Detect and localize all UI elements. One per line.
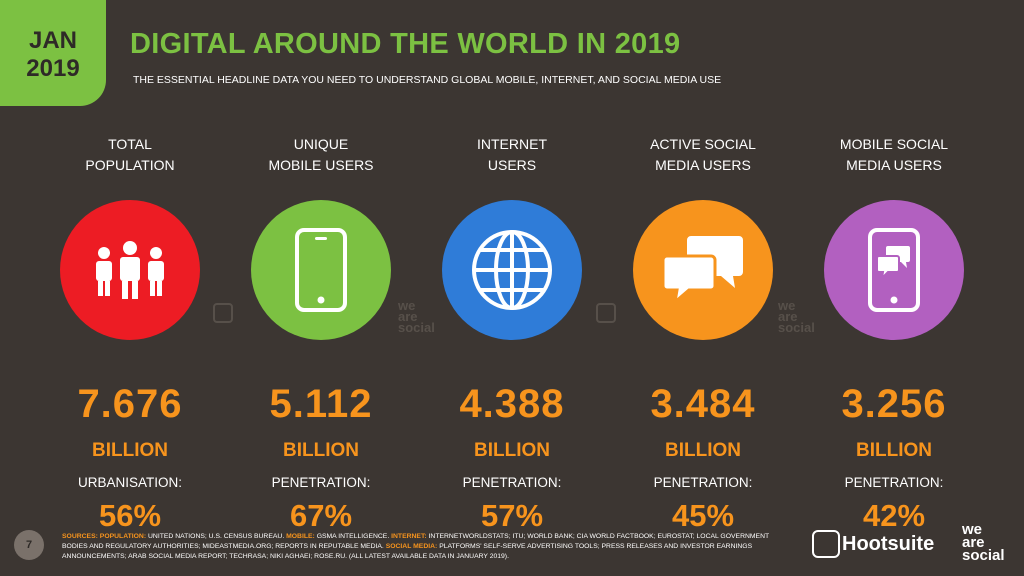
chat-bubbles-icon [633,200,773,340]
stat-label-line1: ACTIVE SOCIAL [650,136,756,152]
badge-month: JAN [28,27,77,54]
population-source-label: POPULATION: [99,533,147,540]
we-are-social-watermark: we are social [398,298,435,335]
watermark-line2: are [778,309,798,324]
stat-card-social-media-users: ACTIVE SOCIAL MEDIA USERS 3.484 BILLION … [611,130,795,533]
watermark-line1: we [398,298,416,313]
stat-percent: 45% [671,498,735,533]
page-subtitle: THE ESSENTIAL HEADLINE DATA YOU NEED TO … [133,74,722,86]
stat-label: ACTIVE SOCIAL MEDIA USERS [611,130,795,178]
logo-line2: are [962,534,985,551]
stat-unit: BILLION [92,440,168,461]
stat-label: INTERNET USERS [420,130,604,178]
stat-value: 3.484 [650,382,756,426]
watermark-line3: social [778,320,815,335]
date-badge: JAN 2019 [0,0,106,106]
logo-line3: social [962,547,1005,564]
stat-label-line1: TOTAL [108,136,152,152]
stat-label: TOTAL POPULATION [38,130,222,178]
stat-label-line1: MOBILE SOCIAL [839,136,949,152]
stat-percent: 57% [480,498,544,533]
stat-unit: BILLION [283,440,359,461]
stat-label-line2: USERS [487,157,537,173]
stat-label-line2: MEDIA USERS [655,157,751,173]
stat-card-population: TOTAL POPULATION 7.676 BILLION URBANISAT… [38,130,222,533]
social-source-text: PLATFORMS' SELF-SERVE ADVERTISING TOOLS;… [62,543,753,560]
mobile-source-text: GSMA INTELLIGENCE. [316,533,390,540]
internet-source-label: INTERNET: [391,533,427,540]
watermark-line1: we [778,298,796,313]
hootsuite-logo: Hootsuite [842,533,935,555]
stat-percent: 56% [98,498,162,533]
stat-label-line2: MOBILE USERS [268,157,374,173]
stat-card-mobile-users: UNIQUE MOBILE USERS 5.112 BILLION PENETR… [229,130,413,533]
hootsuite-owl-icon [812,530,840,558]
sources-label: SOURCES: [62,533,98,540]
stat-label-line2: MEDIA USERS [846,157,942,173]
stat-label-line1: INTERNET [477,136,547,152]
we-are-social-logo: we are social [962,521,1005,564]
page-title: DIGITAL AROUND THE WORLD IN 2019 [130,28,681,60]
stat-sublabel: PENETRATION: [271,475,371,490]
owl-watermark-icon [213,303,233,323]
population-source-text: UNITED NATIONS; U.S. CENSUS BUREAU. [148,533,285,540]
mobile-chat-icon [824,200,964,340]
stat-sublabel: URBANISATION: [77,475,182,490]
page-number: 7 [14,530,44,560]
people-icon [60,200,200,340]
globe-icon [442,200,582,340]
stat-label: UNIQUE MOBILE USERS [229,130,413,178]
watermark-line3: social [398,320,435,335]
stat-sublabel: PENETRATION: [844,475,944,490]
stat-value: 3.256 [841,382,947,426]
stat-label: MOBILE SOCIAL MEDIA USERS [802,130,986,178]
we-are-social-watermark: we are social [778,298,815,335]
internet-source-text: INTERNETWORLDSTATS; ITU; WORLD BANK; CIA… [62,533,770,550]
mobile-source-label: MOBILE: [286,533,315,540]
owl-watermark-icon [596,303,616,323]
stat-percent: 42% [862,498,926,533]
social-source-label: SOCIAL MEDIA: [385,543,438,550]
stat-value: 5.112 [269,382,373,426]
stat-sublabel: PENETRATION: [653,475,753,490]
stat-label-line1: UNIQUE [293,136,349,152]
stat-card-mobile-social-users: MOBILE SOCIAL MEDIA USERS 3.256 BILLION … [802,130,986,533]
watermark-line2: are [398,309,418,324]
sources-text: SOURCES: POPULATION: UNITED NATIONS; U.S… [62,532,774,562]
stat-unit: BILLION [474,440,550,461]
stat-value: 7.676 [77,382,183,426]
stat-unit: BILLION [856,440,932,461]
badge-year: 2019 [26,55,80,82]
stat-percent: 67% [289,498,353,533]
stat-sublabel: PENETRATION: [462,475,562,490]
stat-value: 4.388 [459,382,565,426]
stat-card-internet-users: INTERNET USERS 4.388 BILLION PENETRATION… [420,130,604,533]
stat-unit: BILLION [665,440,741,461]
mobile-phone-icon [251,200,391,340]
logo-line1: we [962,521,983,538]
stat-label-line2: POPULATION [85,157,175,173]
